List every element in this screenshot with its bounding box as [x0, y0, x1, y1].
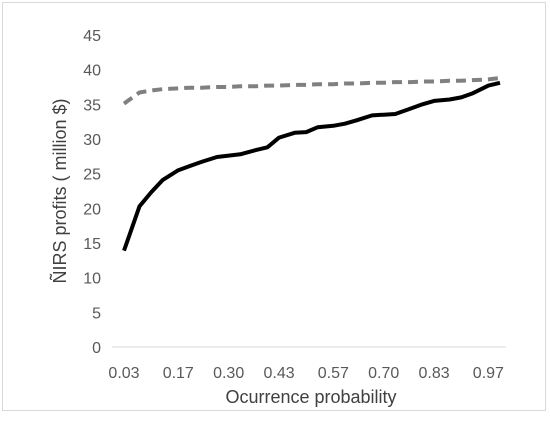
y-axis-ticks: 0 5 10 15 20 25 30 35 40 45	[83, 28, 101, 357]
y-tick-label: 0	[92, 340, 101, 357]
y-tick-label: 10	[83, 271, 101, 288]
y-tick-label: 20	[83, 201, 101, 218]
y-tick-label: 45	[83, 28, 101, 45]
series-layer	[122, 76, 501, 252]
x-tick-label: 0.70	[368, 365, 399, 382]
x-axis-title: Ocurrence probability	[225, 387, 396, 407]
x-axis-ticks: 0.03 0.17 0.30 0.43 0.57 0.70 0.83 0.97	[108, 365, 504, 382]
x-tick-label: 0.97	[473, 365, 504, 382]
x-tick-label: 0.57	[318, 365, 349, 382]
y-tick-label: 15	[83, 236, 101, 253]
series-line-dashed	[122, 76, 501, 106]
x-tick-label: 0.43	[263, 365, 294, 382]
series-line-solid	[122, 80, 501, 252]
x-tick-label: 0.17	[163, 365, 194, 382]
y-tick-label: 30	[83, 132, 101, 149]
y-tick-label: 40	[83, 63, 101, 80]
chart-frame	[2, 2, 546, 411]
y-tick-label: 5	[92, 305, 101, 322]
y-axis-title: ÑIRS profits ( million $)	[49, 98, 70, 283]
y-tick-label: 35	[83, 97, 101, 114]
y-tick-label: 25	[83, 167, 101, 184]
x-tick-label: 0.83	[419, 365, 450, 382]
x-tick-label: 0.03	[108, 365, 139, 382]
x-tick-label: 0.30	[213, 365, 244, 382]
